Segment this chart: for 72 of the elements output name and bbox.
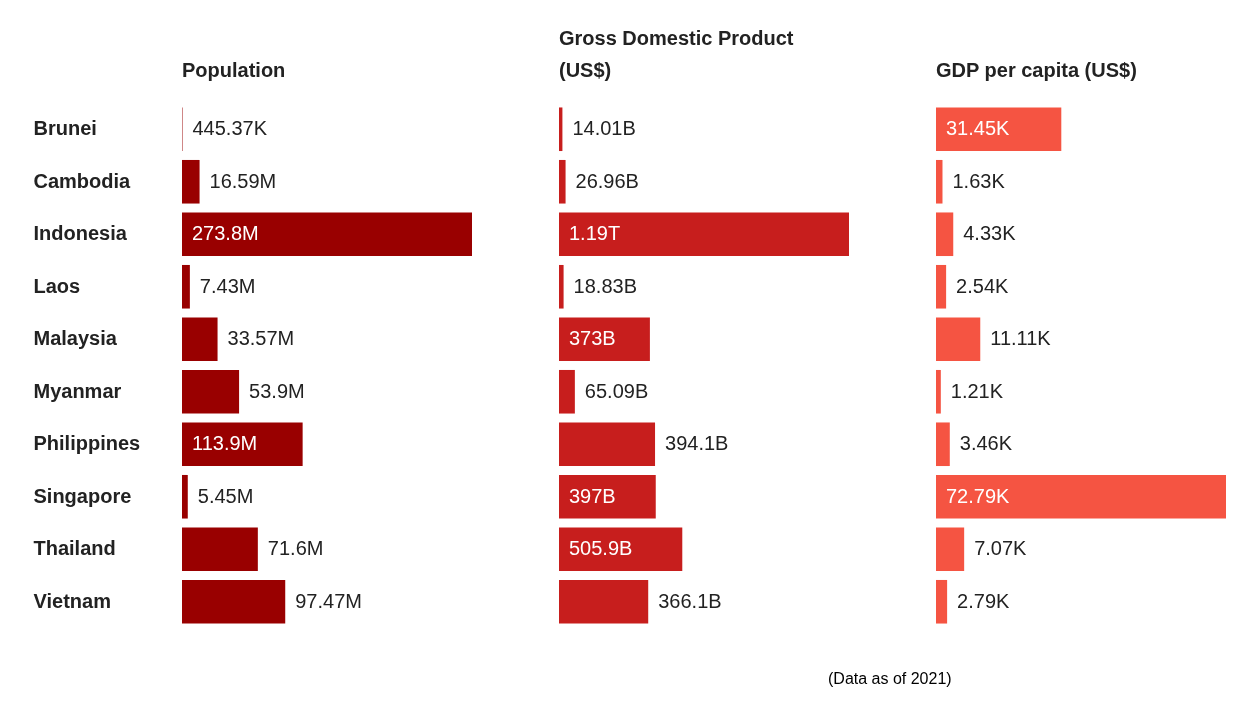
- bar: [559, 212, 849, 257]
- data-label: 7.07K: [974, 537, 1028, 560]
- chart-title: Gross Domestic Product (US$): [559, 27, 794, 81]
- text: (Data as of 2021): [828, 670, 952, 688]
- bar: [559, 579, 649, 624]
- data-label: 33.57M: [227, 327, 295, 350]
- data-label: 11.11K: [990, 327, 1052, 350]
- bar: [936, 474, 1226, 519]
- data-label: 273.8M: [192, 222, 259, 245]
- bar: [559, 159, 566, 204]
- y-tick-label: Cambodia: [33, 169, 132, 192]
- y-tick-label: Indonesia: [33, 222, 128, 245]
- data-label: 1.63K: [952, 169, 1006, 192]
- bar: [182, 264, 190, 309]
- bar: [559, 317, 650, 362]
- data-label: 366.1B: [658, 589, 722, 612]
- bar: [182, 369, 240, 414]
- bar: [559, 527, 683, 572]
- data-label: 1.19T: [569, 222, 621, 245]
- bar: [936, 527, 965, 572]
- y-tick-label: Brunei: [33, 117, 97, 140]
- chart-title: GDP per capita (US$): [936, 59, 1137, 81]
- data-label: 97.47M: [295, 589, 362, 612]
- data-label: 65.09B: [584, 379, 649, 402]
- data-label: 4.33K: [963, 222, 1017, 245]
- bar: [559, 474, 656, 519]
- data-label: 71.6M: [267, 537, 324, 560]
- data-label: 7.43M: [199, 274, 256, 297]
- y-tick-label: Laos: [33, 274, 81, 297]
- bar: [936, 369, 941, 414]
- data-label: 16.59M: [209, 169, 277, 192]
- bar: [559, 264, 564, 309]
- data-label: 445.37K: [192, 117, 268, 140]
- bar: [559, 422, 656, 467]
- y-tick-label: Singapore: [33, 484, 132, 507]
- data-label: 1.21K: [950, 379, 1004, 402]
- data-label: 2.79K: [957, 589, 1011, 612]
- y-tick-label: Myanmar: [33, 379, 122, 402]
- data-label: 18.83B: [573, 274, 637, 297]
- bar: [559, 369, 575, 414]
- data-label: 31.45K: [946, 117, 1011, 140]
- bar: [182, 422, 303, 467]
- bar: [936, 579, 948, 624]
- data-label: 3.46K: [959, 432, 1013, 455]
- bar: [182, 527, 258, 572]
- y-tick-label: Philippines: [33, 432, 141, 455]
- bar: [936, 422, 950, 467]
- bar: [936, 264, 947, 309]
- data-label: 373B: [569, 327, 616, 350]
- data-label: 505.9B: [569, 537, 633, 560]
- data-label: 5.45M: [197, 484, 254, 507]
- data-label: 53.9M: [249, 379, 305, 402]
- bar: [936, 159, 943, 204]
- bar: [182, 212, 472, 257]
- y-tick-label: Malaysia: [33, 327, 118, 350]
- bar: [182, 474, 188, 519]
- bar: [182, 317, 218, 362]
- data-label: 2.54K: [956, 274, 1010, 297]
- bar: [936, 317, 981, 362]
- data-label: 113.9M: [192, 432, 258, 455]
- y-tick-label: Vietnam: [33, 589, 111, 612]
- y-tick-label: Thailand: [33, 537, 116, 560]
- data-label: 394.1B: [665, 432, 729, 455]
- chart-title: Population: [182, 59, 286, 81]
- bar: [182, 579, 286, 624]
- data-label: 397B: [569, 484, 616, 507]
- bar: [936, 212, 954, 257]
- bar: [936, 107, 1062, 152]
- bar: [182, 159, 200, 204]
- data-label: 72.79K: [946, 484, 1011, 507]
- data-label: 26.96B: [575, 169, 639, 192]
- data-label: 14.01B: [572, 117, 636, 140]
